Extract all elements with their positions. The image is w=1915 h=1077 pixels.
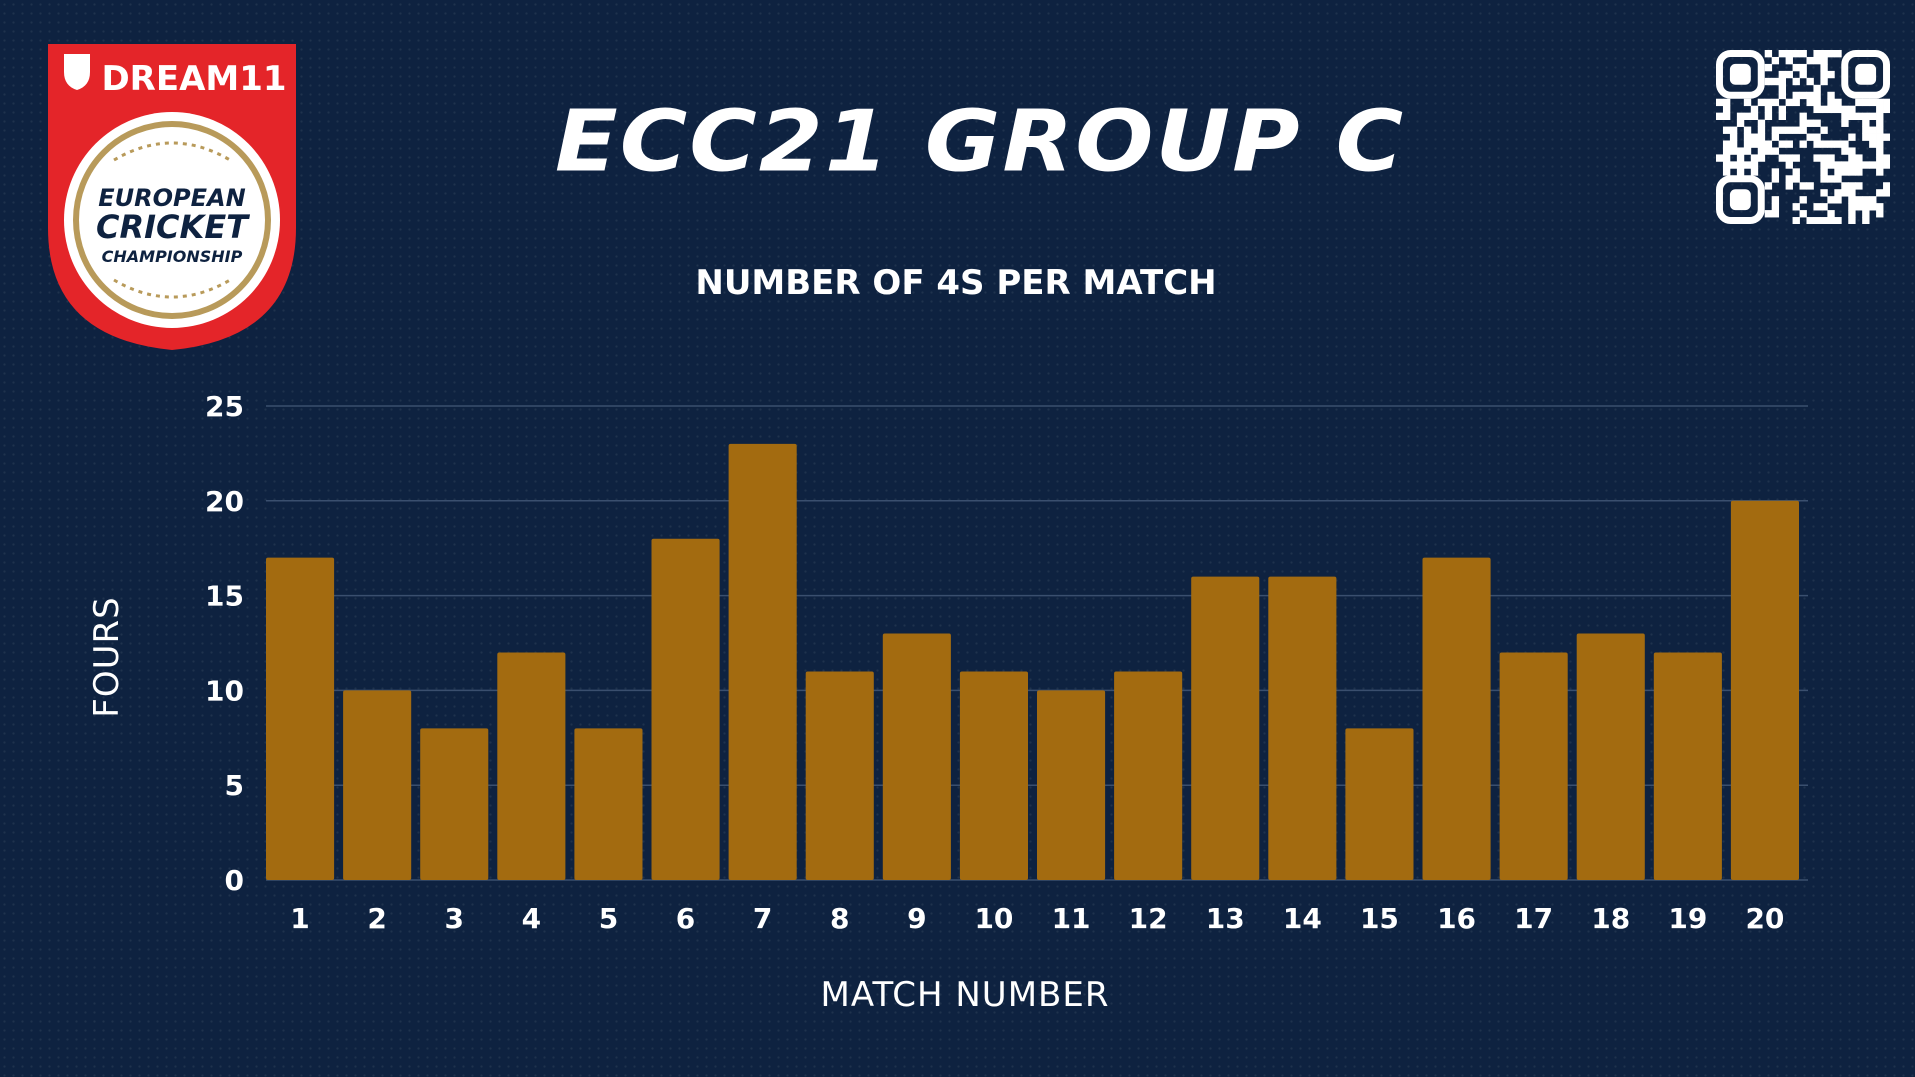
logo-brand: DREAM11 [101,59,286,99]
bar-match-17 [1499,652,1568,880]
chart-title: NUMBER OF 4S PER MATCH [695,263,1216,303]
x-axis-title: MATCH NUMBER [821,975,1110,1015]
y-tick-label: 25 [205,390,244,423]
logo-line-european: EUROPEAN [98,184,245,212]
bar-match-18 [1576,633,1645,880]
x-tick-label: 10 [974,902,1013,935]
x-tick-label: 7 [753,902,772,935]
x-tick-label: 12 [1129,902,1168,935]
dream11-ecc-logo: DREAM11 EUROPEAN CRICKET CHAMPIONSHIP [48,44,296,350]
page-title: ECC21 GROUP C [554,92,1406,191]
bars [266,443,1799,880]
y-tick-label: 10 [205,674,244,707]
x-tick-label: 15 [1360,902,1399,935]
x-tick-label: 1 [290,902,309,935]
x-tick-label: 19 [1668,902,1707,935]
x-tick-label: 5 [599,902,618,935]
y-tick-label: 0 [225,864,244,897]
x-tick-label: 17 [1514,902,1553,935]
y-axis-title: FOURS [87,596,127,717]
y-tick-label: 5 [225,769,244,802]
bar-match-4 [497,652,566,880]
bar-match-14 [1268,576,1337,880]
x-tick-label: 16 [1437,902,1476,935]
x-tick-label: 9 [907,902,926,935]
bar-match-11 [1037,690,1106,880]
x-tick-label: 20 [1745,902,1784,935]
bar-match-20 [1730,500,1799,880]
y-tick-label: 15 [205,580,244,613]
trophy-icon [64,54,90,90]
bar-match-1 [266,557,335,880]
x-tick-label: 3 [445,902,464,935]
y-tick-labels: 0 5 10 15 20 25 [205,390,244,897]
bar-match-16 [1422,557,1491,880]
bar-match-15 [1345,728,1414,880]
bar-match-8 [805,671,874,880]
logo-line-cricket: CRICKET [96,208,250,246]
x-tick-label: 14 [1283,902,1322,935]
bar-match-13 [1191,576,1260,880]
bar-match-9 [882,633,951,880]
x-tick-label: 4 [522,902,541,935]
bar-match-5 [574,728,643,880]
x-tick-label: 18 [1591,902,1630,935]
bar-match-2 [343,690,412,880]
x-tick-labels: 1 2 3 4 5 6 7 8 9 10 11 12 13 14 15 16 17 18 19 20 [290,902,1784,935]
bar-match-3 [420,728,489,880]
x-tick-label: 11 [1052,902,1091,935]
x-tick-label: 8 [830,902,849,935]
x-tick-label: 6 [676,902,695,935]
y-tick-label: 20 [205,485,244,518]
bar-match-19 [1653,652,1722,880]
qr-code-icon[interactable] [1716,50,1890,224]
bar-match-10 [959,671,1028,880]
x-tick-label: 2 [367,902,386,935]
logo-line-championship: CHAMPIONSHIP [102,247,243,266]
bar-match-7 [728,443,797,880]
bar-match-12 [1114,671,1183,880]
x-tick-label: 13 [1206,902,1245,935]
bar-match-6 [651,538,720,880]
